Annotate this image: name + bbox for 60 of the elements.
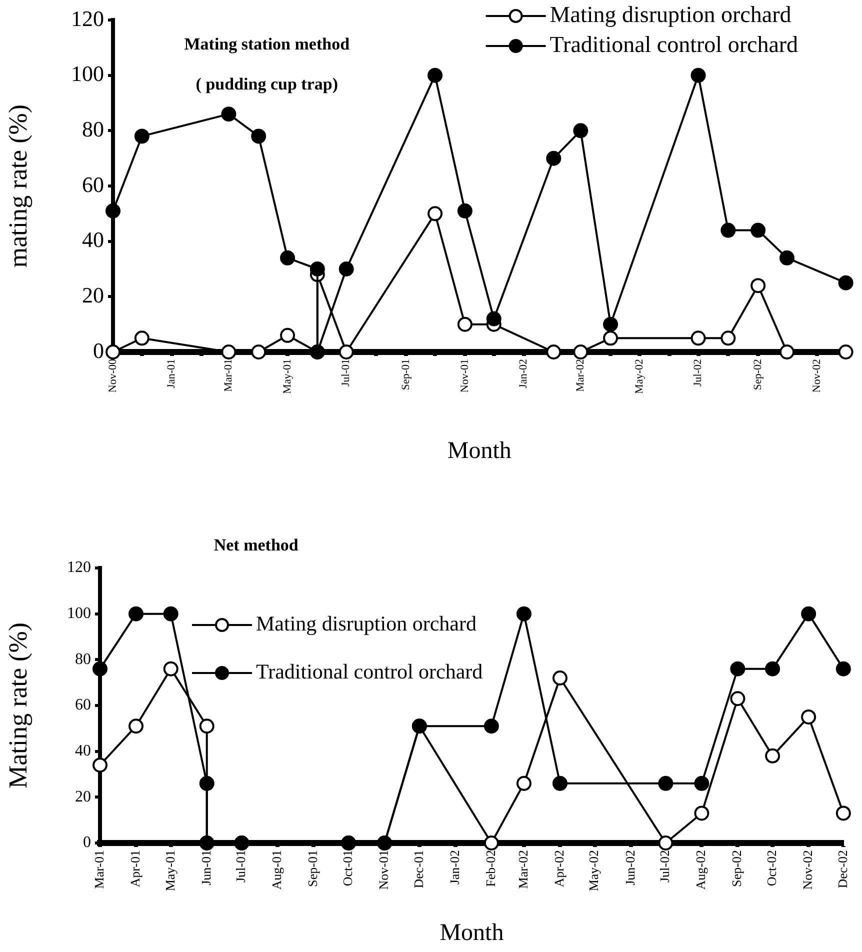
- y-tick-label: 80: [82, 116, 104, 142]
- x-tick-label: Jul-02: [692, 359, 704, 386]
- x-tick-label: Jun-02: [622, 850, 638, 886]
- x-tick-label: Jan-02: [518, 359, 530, 388]
- y-tick-label: 100: [67, 605, 91, 622]
- text: Mating station method: [184, 34, 350, 54]
- x-tick-label: Nov-01: [458, 359, 471, 393]
- y-tick-label: 60: [82, 172, 104, 197]
- chart-title: Net method: [214, 535, 299, 554]
- x-tick-label: Nov-02: [800, 850, 815, 890]
- x-tick-label: Sep-01: [305, 850, 320, 887]
- y-tick-label: 40: [82, 227, 104, 252]
- x-tick-label: Nov-01: [376, 850, 392, 890]
- x-tick-label: Sep-02: [752, 359, 764, 390]
- x-tick-label: Oct-01: [340, 850, 355, 886]
- y-tick-label: 120: [71, 6, 104, 31]
- x-tick-label: Jul-01: [340, 359, 352, 386]
- y-tick-label: 80: [75, 650, 91, 668]
- x-tick-label: Jul-01: [233, 850, 248, 882]
- y-tick-label: 0: [93, 338, 104, 363]
- x-tick-label: Jun-01: [198, 850, 214, 886]
- x-axis-title: Month: [440, 920, 504, 946]
- x-tick-label: Mar-02: [515, 850, 530, 889]
- x-tick-label: Dec-02: [834, 850, 850, 888]
- x-tick-label: Apr-02: [551, 850, 566, 888]
- x-tick-label: May-01: [281, 359, 294, 394]
- legend-label: Mating disruption orchard: [550, 2, 792, 28]
- x-tick-label: Apr-01: [127, 850, 142, 888]
- x-tick-label: Feb-02: [482, 850, 498, 887]
- x-tick-label: Sep-02: [729, 850, 744, 887]
- legend-label: Mating disruption orchard: [256, 612, 477, 636]
- x-tick-label: Jul-02: [657, 850, 672, 882]
- x-tick-label: Mar-01: [91, 850, 106, 889]
- y-tick-label: 120: [67, 559, 91, 576]
- text: ( pudding cup trap): [196, 74, 338, 94]
- y-tick-label: 20: [82, 282, 104, 308]
- y-tick-label: 100: [71, 61, 104, 86]
- x-tick-label: Oct-02: [764, 850, 779, 886]
- y-axis-title: mating rate (%): [3, 104, 32, 268]
- x-tick-label: Mar-01: [222, 359, 235, 392]
- x-tick-label: Dec-01: [410, 850, 426, 888]
- legend-label: Traditional control orchard: [256, 660, 484, 684]
- y-tick-label: 40: [75, 742, 91, 760]
- y-tick-label: 20: [75, 788, 91, 806]
- x-tick-label: Aug-02: [693, 850, 708, 890]
- x-tick-label: Nov-00: [106, 358, 119, 393]
- x-axis-title: Month: [447, 438, 512, 464]
- x-tick-label: Mar-02: [574, 359, 587, 392]
- x-tick-label: May-02: [586, 850, 602, 892]
- legend-label: Traditional control orchard: [550, 32, 799, 58]
- y-tick-label: 0: [83, 834, 91, 852]
- x-tick-label: May-02: [633, 359, 646, 394]
- x-tick-label: Sep-01: [400, 359, 412, 390]
- x-tick-label: Nov-02: [810, 359, 823, 393]
- x-tick-label: Jan-02: [446, 850, 462, 885]
- y-axis-title: Mating rate (%): [3, 622, 32, 789]
- x-tick-label: May-01: [162, 850, 178, 892]
- x-tick-label: Aug-01: [269, 850, 284, 890]
- y-tick-label: 60: [75, 696, 91, 714]
- x-tick-label: Jan-01: [166, 359, 178, 388]
